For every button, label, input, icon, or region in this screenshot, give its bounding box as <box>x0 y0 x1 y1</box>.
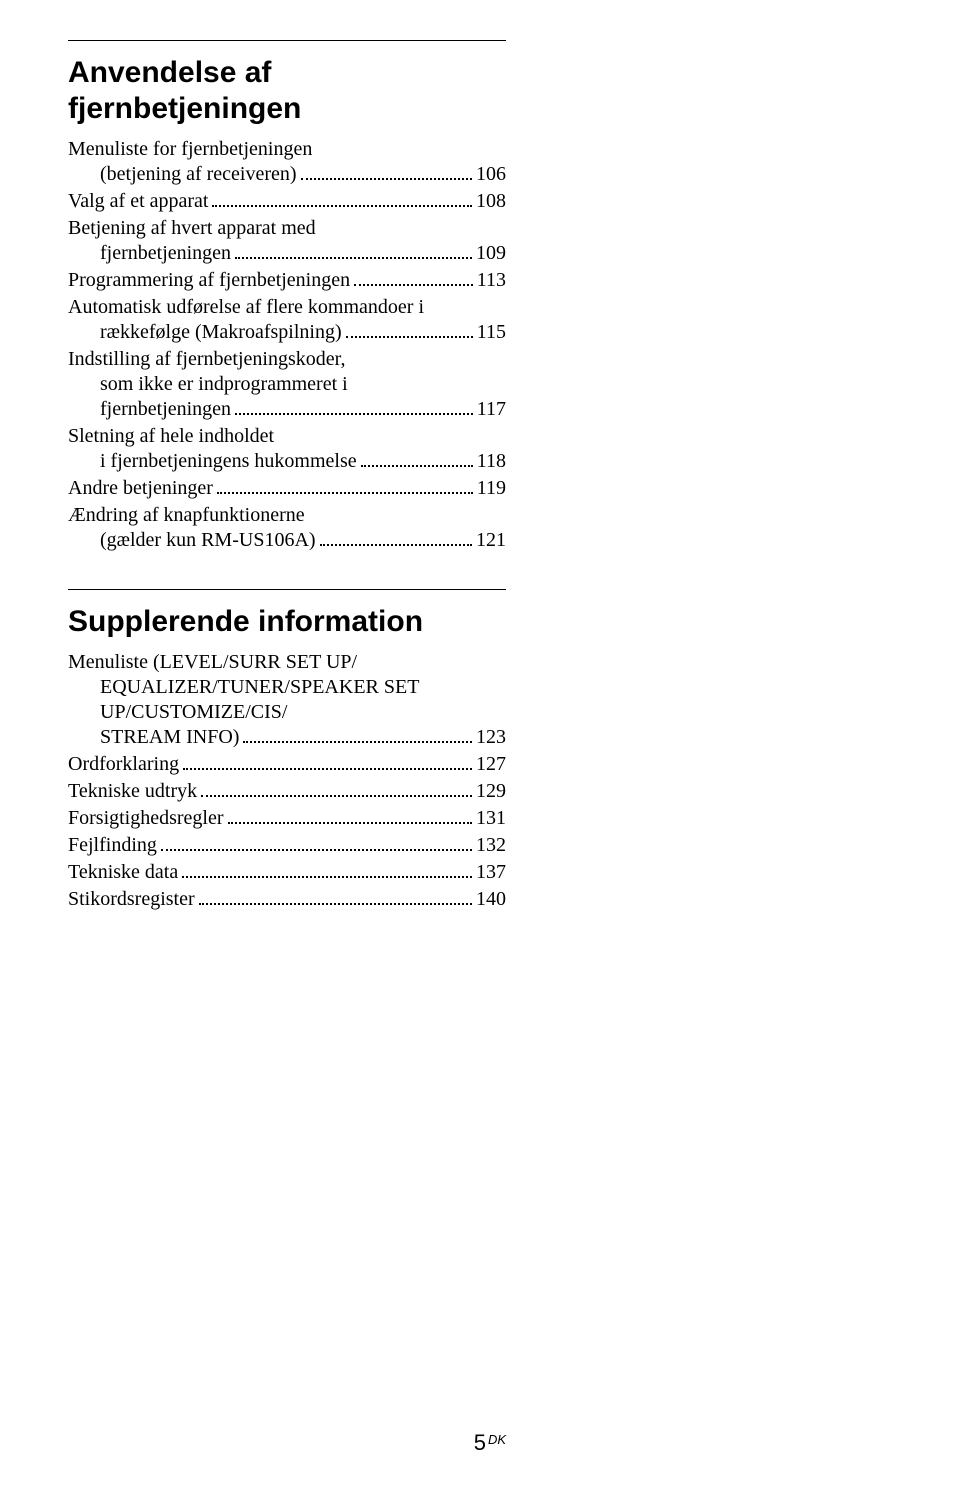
section-title: Supplerende information <box>68 604 506 640</box>
toc-text: Tekniske data <box>68 860 178 885</box>
toc-text: Programmering af fjernbetjeningen <box>68 268 350 293</box>
toc-page: 113 <box>477 268 506 293</box>
toc-last-line: Fejlfinding 132 <box>68 833 506 858</box>
leader-dots <box>301 162 472 180</box>
toc-text: Andre betjeninger <box>68 476 213 501</box>
toc-line: Menuliste for fjernbetjeningen <box>68 137 506 162</box>
toc-entry: Ændring af knapfunktionerne(gælder kun R… <box>68 503 506 553</box>
toc-page: 109 <box>476 241 506 266</box>
toc-last-line: (gælder kun RM-US106A) 121 <box>68 528 506 553</box>
toc-text: fjernbetjeningen <box>100 241 231 266</box>
toc-text: rækkefølge (Makroafspilning) <box>100 320 342 345</box>
toc-entry: Andre betjeninger 119 <box>68 476 506 501</box>
toc-entry: Automatisk udførelse af flere kommandoer… <box>68 295 506 345</box>
toc-entry: Tekniske udtryk 129 <box>68 779 506 804</box>
toc-last-line: Stikordsregister 140 <box>68 887 506 912</box>
toc-page: 106 <box>476 162 506 187</box>
toc-last-line: i fjernbetjeningens hukommelse 118 <box>68 449 506 474</box>
toc-text: fjernbetjeningen <box>100 397 231 422</box>
toc-entry: Fejlfinding 132 <box>68 833 506 858</box>
toc-line: Indstilling af fjernbetjeningskoder, <box>68 347 506 372</box>
toc-text: Stikordsregister <box>68 887 195 912</box>
toc-page: 117 <box>477 397 506 422</box>
toc-text: Tekniske udtryk <box>68 779 197 804</box>
section-title: Anvendelse af fjernbetjeningen <box>68 55 506 127</box>
toc-entry: Menuliste (LEVEL/SURR SET UP/EQUALIZER/T… <box>68 650 506 750</box>
section-rule <box>68 40 506 41</box>
toc-entry: Indstilling af fjernbetjeningskoder,som … <box>68 347 506 422</box>
leader-dots <box>354 268 473 286</box>
leader-dots <box>201 779 472 797</box>
toc-page: 121 <box>476 528 506 553</box>
toc-text: (gælder kun RM-US106A) <box>100 528 316 553</box>
toc-last-line: Forsigtighedsregler 131 <box>68 806 506 831</box>
toc-page: 137 <box>476 860 506 885</box>
toc-text: Ordforklaring <box>68 752 179 777</box>
leader-dots <box>320 528 472 546</box>
toc-text: (betjening af receiveren) <box>100 162 297 187</box>
leader-dots <box>212 189 472 207</box>
toc-last-line: Tekniske data 137 <box>68 860 506 885</box>
page-suffix: DK <box>488 1432 506 1447</box>
leader-dots <box>243 725 472 743</box>
toc-line: Automatisk udførelse af flere kommandoer… <box>68 295 506 320</box>
section-rule <box>68 589 506 590</box>
toc-last-line: rækkefølge (Makroafspilning) 115 <box>68 320 506 345</box>
leader-dots <box>346 320 473 338</box>
toc-entry: Tekniske data 137 <box>68 860 506 885</box>
toc-line: EQUALIZER/TUNER/SPEAKER SET <box>68 675 506 700</box>
toc-last-line: Ordforklaring 127 <box>68 752 506 777</box>
leader-dots <box>161 833 472 851</box>
toc-page: 118 <box>477 449 506 474</box>
toc-page: 108 <box>476 189 506 214</box>
toc-page: 132 <box>476 833 506 858</box>
leader-dots <box>235 241 472 259</box>
toc-line: Sletning af hele indholdet <box>68 424 506 449</box>
toc-last-line: Valg af et apparat 108 <box>68 189 506 214</box>
toc-entry: Valg af et apparat 108 <box>68 189 506 214</box>
toc-page: 129 <box>476 779 506 804</box>
leader-dots <box>182 860 472 878</box>
toc-page: 115 <box>477 320 506 345</box>
toc-last-line: Tekniske udtryk 129 <box>68 779 506 804</box>
toc-entry: Sletning af hele indholdeti fjernbetjeni… <box>68 424 506 474</box>
toc-text: STREAM INFO) <box>100 725 239 750</box>
toc-entry: Forsigtighedsregler 131 <box>68 806 506 831</box>
toc-page: 119 <box>477 476 506 501</box>
toc-entry: Stikordsregister 140 <box>68 887 506 912</box>
toc-last-line: STREAM INFO) 123 <box>68 725 506 750</box>
toc-entry: Betjening af hvert apparat medfjernbetje… <box>68 216 506 266</box>
leader-dots <box>199 887 472 905</box>
leader-dots <box>217 476 473 494</box>
toc-entry: Programmering af fjernbetjeningen 113 <box>68 268 506 293</box>
toc-page: 140 <box>476 887 506 912</box>
toc-last-line: (betjening af receiveren) 106 <box>68 162 506 187</box>
toc-page: 123 <box>476 725 506 750</box>
toc-page: 131 <box>476 806 506 831</box>
toc-last-line: fjernbetjeningen 109 <box>68 241 506 266</box>
leader-dots <box>361 449 473 467</box>
toc-entry: Menuliste for fjernbetjeningen(betjening… <box>68 137 506 187</box>
toc-last-line: Andre betjeninger 119 <box>68 476 506 501</box>
toc-entry: Ordforklaring 127 <box>68 752 506 777</box>
toc-text: Forsigtighedsregler <box>68 806 224 831</box>
toc-text: Fejlfinding <box>68 833 157 858</box>
toc-last-line: Programmering af fjernbetjeningen 113 <box>68 268 506 293</box>
leader-dots <box>235 397 473 415</box>
toc-line: Menuliste (LEVEL/SURR SET UP/ <box>68 650 506 675</box>
toc-text: i fjernbetjeningens hukommelse <box>100 449 357 474</box>
page-footer: 5DK <box>68 1430 506 1456</box>
toc-line: Betjening af hvert apparat med <box>68 216 506 241</box>
toc-text: Valg af et apparat <box>68 189 208 214</box>
toc-last-line: fjernbetjeningen 117 <box>68 397 506 422</box>
toc-line: UP/CUSTOMIZE/CIS/ <box>68 700 506 725</box>
toc-page: 127 <box>476 752 506 777</box>
leader-dots <box>228 806 472 824</box>
toc-line: Ændring af knapfunktionerne <box>68 503 506 528</box>
content-column: Anvendelse af fjernbetjeningen Menuliste … <box>68 40 506 912</box>
page-number: 5 <box>474 1430 486 1455</box>
toc-line: som ikke er indprogrammeret i <box>68 372 506 397</box>
leader-dots <box>183 752 472 770</box>
